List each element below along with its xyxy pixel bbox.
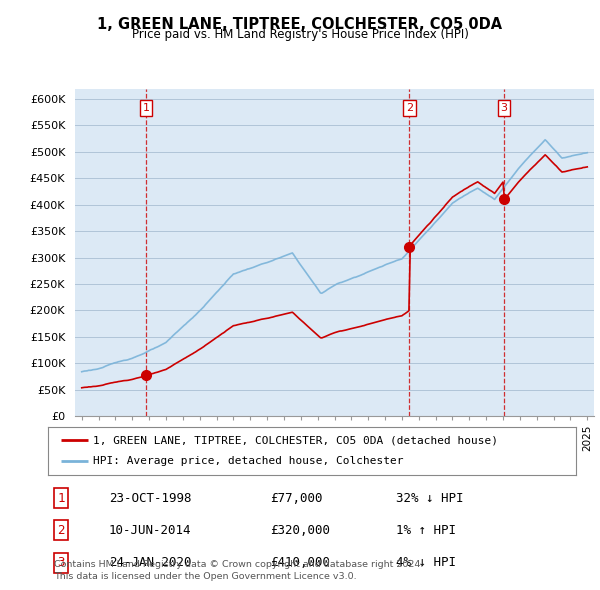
- Text: 1: 1: [58, 492, 65, 505]
- Text: £320,000: £320,000: [270, 524, 330, 537]
- Text: Price paid vs. HM Land Registry's House Price Index (HPI): Price paid vs. HM Land Registry's House …: [131, 28, 469, 41]
- Text: 1% ↑ HPI: 1% ↑ HPI: [397, 524, 457, 537]
- Text: 2: 2: [406, 103, 413, 113]
- Text: 4% ↓ HPI: 4% ↓ HPI: [397, 556, 457, 569]
- Text: HPI: Average price, detached house, Colchester: HPI: Average price, detached house, Colc…: [93, 457, 403, 467]
- Text: 1: 1: [142, 103, 149, 113]
- Text: 1, GREEN LANE, TIPTREE, COLCHESTER, CO5 0DA: 1, GREEN LANE, TIPTREE, COLCHESTER, CO5 …: [97, 17, 503, 31]
- Text: £77,000: £77,000: [270, 492, 322, 505]
- Text: 2: 2: [58, 524, 65, 537]
- Text: 3: 3: [58, 556, 65, 569]
- Text: 1, GREEN LANE, TIPTREE, COLCHESTER, CO5 0DA (detached house): 1, GREEN LANE, TIPTREE, COLCHESTER, CO5 …: [93, 435, 498, 445]
- Text: 32% ↓ HPI: 32% ↓ HPI: [397, 492, 464, 505]
- Text: Contains HM Land Registry data © Crown copyright and database right 2024.
This d: Contains HM Land Registry data © Crown c…: [54, 560, 424, 581]
- Text: 10-JUN-2014: 10-JUN-2014: [109, 524, 191, 537]
- Text: 24-JAN-2020: 24-JAN-2020: [109, 556, 191, 569]
- Text: 23-OCT-1998: 23-OCT-1998: [109, 492, 191, 505]
- Text: £410,000: £410,000: [270, 556, 330, 569]
- Text: 3: 3: [500, 103, 508, 113]
